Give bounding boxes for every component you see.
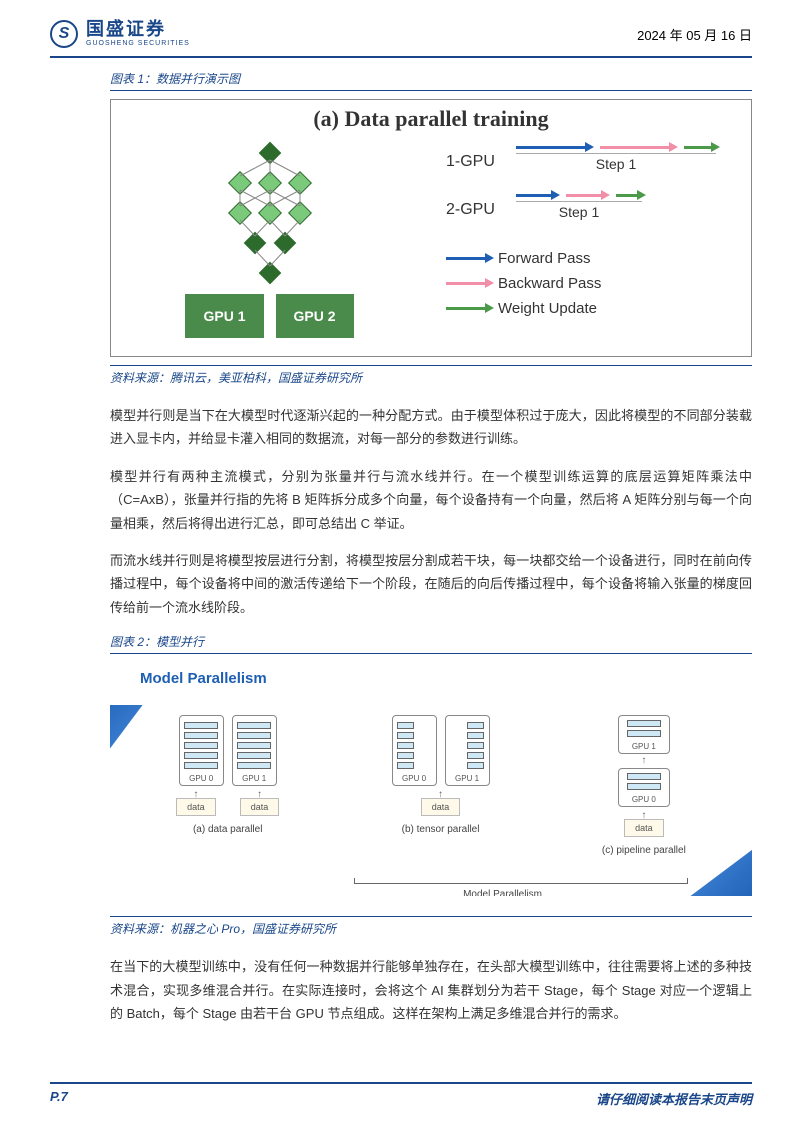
backward-arrow-icon bbox=[600, 146, 670, 149]
data-box: data bbox=[176, 798, 216, 816]
mp-brace bbox=[354, 878, 688, 884]
gpu-1-timeline: 1-GPU Step 1 bbox=[446, 144, 739, 180]
gpu0-label: GPU 0 bbox=[402, 774, 426, 783]
figure1-nn-diagram: GPU 1 GPU 2 bbox=[123, 140, 416, 338]
page-number: P.7 bbox=[50, 1089, 68, 1108]
figure2-source: 资料来源：机器之心 Pro，国盛证券研究所 bbox=[110, 916, 752, 937]
decoration-triangle-tl bbox=[110, 705, 165, 755]
page-footer: P.7 请仔细阅读本报告末页声明 bbox=[50, 1082, 752, 1108]
paragraph-1: 模型并行则是当下在大模型时代逐渐兴起的一种分配方式。由于模型体积过于庞大，因此将… bbox=[110, 404, 752, 451]
page-header: S 国盛证券 GUOSHENG SECURITIES 2024 年 05 月 1… bbox=[50, 20, 752, 58]
data-parallel-diagram: GPU 0 GPU 1 ↑data ↑data (a) data paralle… bbox=[176, 715, 279, 856]
gpu1-label: GPU 1 bbox=[632, 742, 656, 751]
logo-icon: S bbox=[50, 20, 78, 48]
gpu-2-timeline: 2-GPU Step 1 bbox=[446, 192, 739, 228]
backward-arrow-icon bbox=[566, 194, 602, 197]
figure2-container: Model Parallelism GPU 0 GPU 1 bbox=[110, 662, 752, 908]
decoration-triangle-br bbox=[677, 846, 752, 896]
footer-disclaimer: 请仔细阅读本报告末页声明 bbox=[596, 1089, 752, 1108]
figure1-legend: Forward Pass Backward Pass Weight Update bbox=[446, 250, 739, 317]
caption-a: (a) data parallel bbox=[193, 824, 262, 835]
step1-label: Step 1 bbox=[516, 153, 716, 172]
figure1-label: 图表 1：数据并行演示图 bbox=[110, 70, 752, 91]
gpu0-label: GPU 0 bbox=[189, 774, 213, 783]
paragraph-4: 在当下的大模型训练中，没有任何一种数据并行能够单独存在，在头部大模型训练中，往往… bbox=[110, 955, 752, 1025]
mp-brace-label: Model Parallelism bbox=[463, 889, 542, 896]
data-box: data bbox=[240, 798, 280, 816]
weight-arrow-icon bbox=[616, 194, 638, 197]
gpu1-label: GPU 1 bbox=[242, 774, 266, 783]
gpu2-box: GPU 2 bbox=[276, 294, 354, 338]
backward-legend-text: Backward Pass bbox=[498, 275, 601, 292]
weight-legend-icon bbox=[446, 307, 486, 310]
figure1-title: (a) Data parallel training bbox=[123, 106, 739, 132]
step2-label: Step 1 bbox=[516, 201, 642, 220]
forward-arrow-icon bbox=[516, 146, 586, 149]
forward-legend-text: Forward Pass bbox=[498, 250, 591, 267]
company-name-en: GUOSHENG SECURITIES bbox=[86, 40, 190, 48]
figure2-title: Model Parallelism bbox=[140, 670, 752, 687]
pipeline-parallel-diagram: GPU 1 ↑ GPU 0 ↑data (c) pipeline paralle… bbox=[602, 715, 686, 856]
report-date: 2024 年 05 月 16 日 bbox=[637, 25, 752, 44]
gpu1-label: GPU 1 bbox=[455, 774, 479, 783]
gpu-1-label: 1-GPU bbox=[446, 153, 506, 171]
paragraph-2: 模型并行有两种主流模式，分别为张量并行与流水线并行。在一个模型训练运算的底层运算… bbox=[110, 465, 752, 535]
gpu1-box: GPU 1 bbox=[185, 294, 263, 338]
weight-arrow-icon bbox=[684, 146, 712, 149]
data-box: data bbox=[421, 798, 461, 816]
gpu0-label: GPU 0 bbox=[632, 795, 656, 804]
data-box: data bbox=[624, 819, 664, 837]
caption-b: (b) tensor parallel bbox=[402, 824, 480, 835]
figure2-label: 图表 2：模型并行 bbox=[110, 633, 752, 654]
company-name-cn: 国盛证券 bbox=[86, 20, 190, 40]
weight-legend-text: Weight Update bbox=[498, 300, 597, 317]
tensor-parallel-diagram: GPU 0 GPU 1 ↑data (b) tensor parallel bbox=[392, 715, 490, 856]
caption-c: (c) pipeline parallel bbox=[602, 845, 686, 856]
forward-legend-icon bbox=[446, 257, 486, 260]
neural-net-icon bbox=[170, 140, 370, 290]
gpu-2-label: 2-GPU bbox=[446, 201, 506, 219]
figure1-container: (a) Data parallel training bbox=[110, 99, 752, 357]
figure1-source: 资料来源：腾讯云，美亚柏科，国盛证券研究所 bbox=[110, 365, 752, 386]
paragraph-3: 而流水线并行则是将模型按层进行分割，将模型按层分割成若干块，每一块都交给一个设备… bbox=[110, 549, 752, 619]
backward-legend-icon bbox=[446, 282, 486, 285]
company-logo: S 国盛证券 GUOSHENG SECURITIES bbox=[50, 20, 190, 48]
forward-arrow-icon bbox=[516, 194, 552, 197]
